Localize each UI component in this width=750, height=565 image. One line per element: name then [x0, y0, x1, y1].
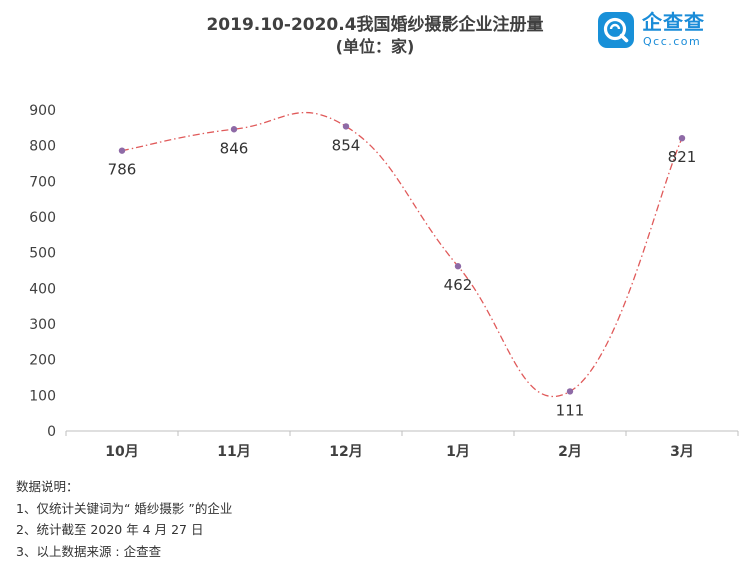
y-tick-label: 900: [29, 103, 56, 119]
logo-name: 企查查: [642, 10, 705, 34]
data-point: [566, 388, 574, 395]
y-tick-label: 800: [29, 139, 56, 155]
data-point: [230, 126, 238, 133]
x-tick-label: 2月: [558, 444, 582, 460]
series-path: [121, 111, 683, 398]
y-tick-label: 700: [29, 174, 56, 190]
notes-item-2: 2、统计截至 2020 年 4 月 27 日: [16, 522, 204, 537]
y-tick-label: 600: [29, 210, 56, 226]
data-notes: 数据说明： 1、仅统计关键词为“ 婚纱摄影 ”的企业 2、统计截至 2020 年…: [16, 476, 232, 562]
data-label: 821: [668, 148, 697, 166]
y-tick-label: 400: [29, 281, 56, 297]
data-labels: 786 846 854 462 111 821: [108, 136, 697, 419]
data-label: 786: [108, 161, 137, 179]
y-tick-label: 100: [29, 388, 56, 404]
y-tick-label: 0: [47, 424, 56, 440]
logo-mark: [598, 12, 634, 48]
series-line: [121, 111, 683, 398]
y-tick-label: 500: [29, 246, 56, 262]
data-point: [118, 147, 126, 154]
y-tick-label: 200: [29, 353, 56, 369]
notes-item-3: 3、以上数据来源 : 企查查: [16, 543, 162, 559]
x-axis: 10月 11月 12月 1月 2月 3月: [65, 430, 739, 460]
data-point: [678, 134, 686, 142]
magnifier-icon: [603, 17, 629, 43]
logo-domain: Qcc.com: [643, 35, 702, 48]
notes-item-1: 1、仅统计关键词为“ 婚纱摄影 ”的企业: [16, 500, 233, 516]
data-point: [342, 123, 350, 130]
data-label: 846: [220, 139, 249, 157]
x-tick-label: 10月: [105, 444, 138, 460]
data-label: 462: [444, 276, 473, 294]
x-tick-label: 11月: [217, 444, 250, 460]
data-label: 111: [556, 401, 585, 419]
data-point: [454, 263, 462, 270]
notes-heading: 数据说明：: [16, 479, 79, 494]
qcc-logo: 企查查 Qcc.com: [598, 10, 718, 50]
x-tick-label: 3月: [670, 444, 694, 460]
y-axis: 0 100 200 300 400 500 600 700 800 900: [29, 103, 56, 440]
x-tick-label: 1月: [446, 444, 470, 460]
line-chart: 0 100 200 300 400 500 600 700 800 900 10月 11月 12月 1月…: [29, 103, 739, 460]
x-tick-label: 12月: [329, 444, 362, 460]
chart-subtitle: (单位：家): [335, 37, 415, 56]
y-tick-label: 300: [29, 317, 56, 333]
chart-title: 2019.10-2020.4我国婚纱摄影企业注册量: [206, 15, 544, 35]
data-points: [118, 123, 686, 395]
data-label: 854: [332, 136, 361, 154]
